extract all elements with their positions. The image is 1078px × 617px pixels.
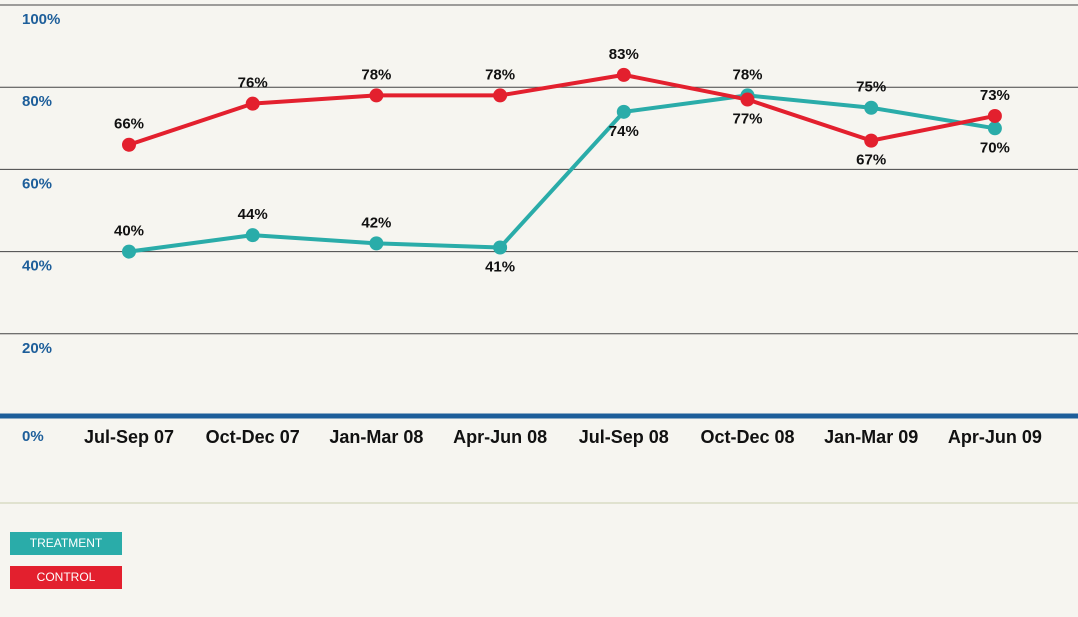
- point: [122, 244, 136, 259]
- data-label: 75%: [856, 79, 886, 96]
- data-label: 67%: [856, 152, 886, 169]
- y-tick-label: 40%: [22, 258, 52, 275]
- data-label: 78%: [361, 66, 391, 83]
- data-label: 73%: [980, 87, 1010, 104]
- data-label: 41%: [485, 258, 515, 275]
- x-tick-label: Jul-Sep 08: [579, 427, 669, 447]
- point: [987, 108, 1002, 123]
- series-line: [128, 72, 996, 147]
- y-tick-label: 100%: [22, 11, 60, 28]
- data-label: 44%: [238, 206, 268, 223]
- point: [369, 236, 384, 251]
- point: [616, 67, 631, 82]
- x-tick-label: Jan-Mar 09: [824, 427, 918, 447]
- point: [493, 88, 508, 103]
- data-label: 42%: [361, 214, 391, 231]
- x-tick-label: Jul-Sep 07: [84, 427, 174, 447]
- point: [864, 100, 879, 115]
- point: [987, 121, 1002, 136]
- x-tick-label: Apr-Jun 09: [948, 427, 1042, 447]
- x-tick-label: Oct-Dec 08: [700, 427, 794, 447]
- y-tick-label: 60%: [22, 175, 52, 192]
- legend-swatch: [10, 532, 122, 555]
- point: [493, 240, 508, 255]
- y-tick-label: 0%: [22, 428, 44, 445]
- point: [864, 133, 879, 148]
- point: [122, 137, 136, 152]
- point: [245, 228, 260, 243]
- y-tick-label: 20%: [22, 340, 52, 357]
- point: [245, 96, 260, 111]
- data-label: 66%: [114, 116, 144, 133]
- x-tick-label: Oct-Dec 07: [206, 427, 300, 447]
- data-label: 78%: [732, 66, 762, 83]
- series-line: [128, 93, 996, 254]
- data-label: 40%: [114, 223, 144, 240]
- data-label: 76%: [238, 75, 268, 92]
- data-label: 74%: [609, 123, 639, 140]
- legend-label: TREATMENT: [30, 536, 103, 550]
- x-tick-label: Jan-Mar 08: [329, 427, 423, 447]
- data-label: 77%: [732, 110, 762, 127]
- legend-swatch: [10, 566, 122, 589]
- x-tick-label: Apr-Jun 08: [453, 427, 547, 447]
- point: [616, 104, 631, 119]
- point: [740, 92, 755, 107]
- data-label: 78%: [485, 66, 515, 83]
- y-tick-label: 80%: [22, 93, 52, 110]
- data-label: 83%: [609, 46, 639, 63]
- legend-label: CONTROL: [37, 570, 96, 584]
- data-label: 70%: [980, 139, 1010, 156]
- point: [369, 88, 384, 103]
